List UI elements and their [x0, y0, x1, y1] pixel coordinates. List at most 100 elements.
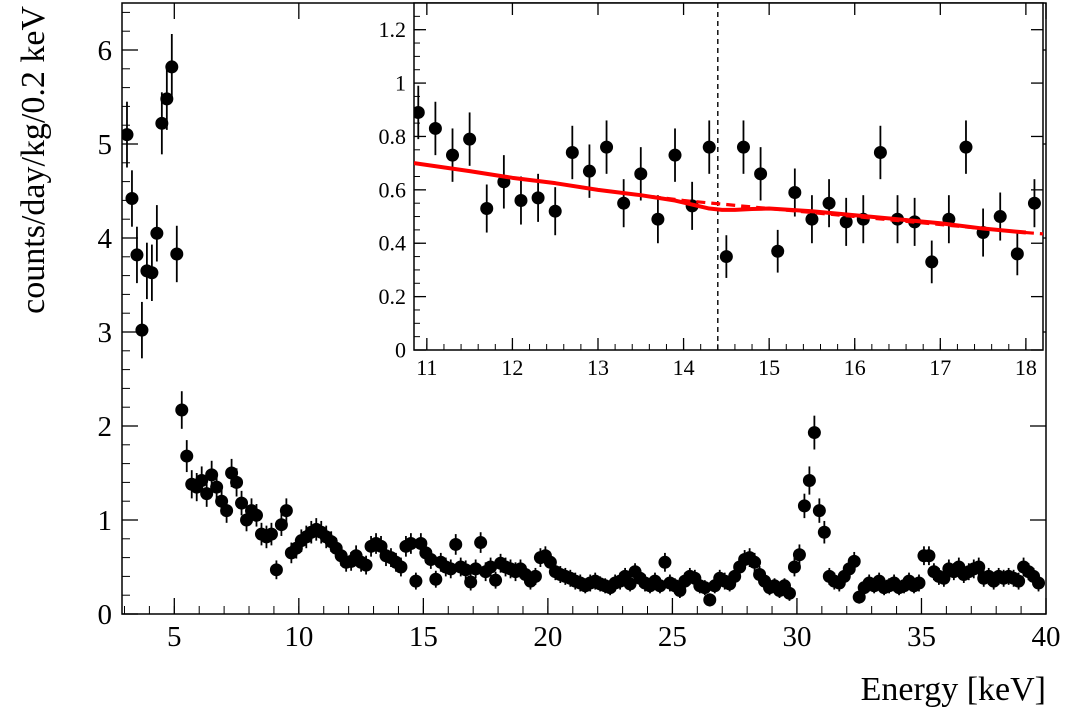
main-marker — [235, 496, 249, 510]
main-marker — [359, 558, 373, 572]
inset-x-tick-label: 17 — [929, 355, 951, 380]
main-marker — [658, 555, 672, 569]
main-marker — [122, 128, 134, 142]
main-marker — [922, 549, 936, 563]
inset-x-tick-label: 14 — [673, 355, 695, 380]
main-marker — [792, 548, 806, 562]
inset-marker — [668, 148, 682, 162]
main-marker — [474, 536, 488, 550]
main-marker — [847, 554, 861, 568]
inset-data-point — [993, 192, 1007, 241]
main-data-point — [922, 546, 936, 566]
inset-marker — [788, 186, 802, 200]
inset-data-point — [414, 85, 425, 140]
main-data-point — [145, 244, 159, 301]
main-data-point — [484, 557, 498, 577]
main-x-tick-label: 10 — [284, 621, 313, 653]
main-data-point — [787, 557, 801, 577]
inset-marker — [414, 105, 425, 119]
main-x-tick-label: 35 — [907, 621, 936, 653]
main-data-point — [658, 552, 672, 572]
inset-data-point — [463, 112, 477, 166]
main-marker — [797, 499, 811, 513]
main-data-point — [1032, 574, 1046, 592]
inset-marker — [548, 204, 562, 218]
main-data-point — [469, 559, 483, 579]
inset-data-point — [1027, 179, 1041, 228]
inset-marker — [719, 250, 733, 264]
main-marker — [210, 480, 224, 494]
inset-data-point — [548, 187, 562, 236]
main-marker — [180, 449, 194, 463]
main-marker — [464, 575, 478, 589]
main-data-point — [623, 576, 637, 592]
main-data-point — [279, 498, 293, 523]
inset-data-point — [514, 176, 528, 225]
inset-data-point — [702, 120, 716, 174]
inset-marker — [1027, 196, 1041, 210]
main-marker — [698, 581, 712, 595]
inset-data-point — [480, 184, 494, 233]
main-marker — [782, 586, 796, 600]
inset-marker — [617, 196, 631, 210]
inset-x-tick-label: 18 — [1015, 355, 1037, 380]
main-marker — [160, 92, 174, 106]
main-data-point — [449, 534, 463, 555]
inset-fit-line-dashed — [414, 161, 1043, 236]
main-marker — [274, 518, 288, 532]
main-data-point — [210, 473, 224, 501]
main-data-point — [404, 533, 418, 554]
main-data-point — [150, 205, 164, 262]
inset-marker — [1010, 247, 1024, 261]
main-data-point — [394, 557, 408, 577]
main-data-point — [125, 170, 139, 227]
inset-data-point — [873, 125, 887, 180]
inset-marker — [480, 202, 494, 216]
main-data-point — [264, 522, 278, 546]
main-marker — [155, 116, 169, 130]
main-y-tick-label: 2 — [98, 411, 113, 443]
inset-data-point — [428, 101, 442, 156]
inset-marker — [993, 210, 1007, 224]
main-y-tick-label: 3 — [98, 317, 113, 349]
main-marker — [912, 576, 926, 590]
main-marker — [175, 403, 189, 417]
inset-data-point — [839, 197, 853, 246]
main-x-tick-label: 20 — [533, 621, 562, 653]
inset-marker — [702, 140, 716, 154]
inset-data-point — [446, 128, 460, 182]
main-y-tick-label: 5 — [98, 129, 113, 161]
main-x-tick-label: 40 — [1032, 621, 1061, 653]
main-marker — [817, 525, 831, 539]
main-data-point — [160, 67, 174, 130]
inset-data-point — [925, 240, 939, 284]
main-data-point — [429, 570, 443, 588]
main-marker — [125, 192, 139, 206]
main-data-point — [130, 226, 144, 284]
inset-y-tick-label: 0.6 — [379, 177, 407, 202]
inset-data-point — [565, 125, 579, 180]
inset-x-tick-label: 16 — [844, 355, 866, 380]
main-marker — [1032, 576, 1046, 590]
inset-marker — [736, 140, 750, 154]
inset-data-point — [822, 179, 836, 228]
inset-x-tick-label: 15 — [758, 355, 780, 380]
main-plot-area — [122, 34, 1046, 607]
inset-data-point — [634, 147, 648, 201]
inset-marker — [959, 140, 973, 154]
main-data-point — [122, 101, 134, 168]
main-marker — [269, 563, 283, 577]
main-marker — [787, 560, 801, 574]
main-y-tick-label: 4 — [98, 223, 113, 255]
inset-plot-area — [414, 3, 1043, 350]
inset-marker — [514, 194, 528, 208]
main-data-point — [274, 513, 288, 536]
main-data-point — [409, 572, 423, 590]
main-marker — [807, 426, 821, 440]
main-marker — [249, 508, 263, 522]
inset-marker — [565, 145, 579, 159]
main-marker — [444, 562, 458, 576]
inset-marker — [822, 196, 836, 210]
main-data-point — [424, 550, 438, 569]
inset-marker — [428, 121, 442, 135]
